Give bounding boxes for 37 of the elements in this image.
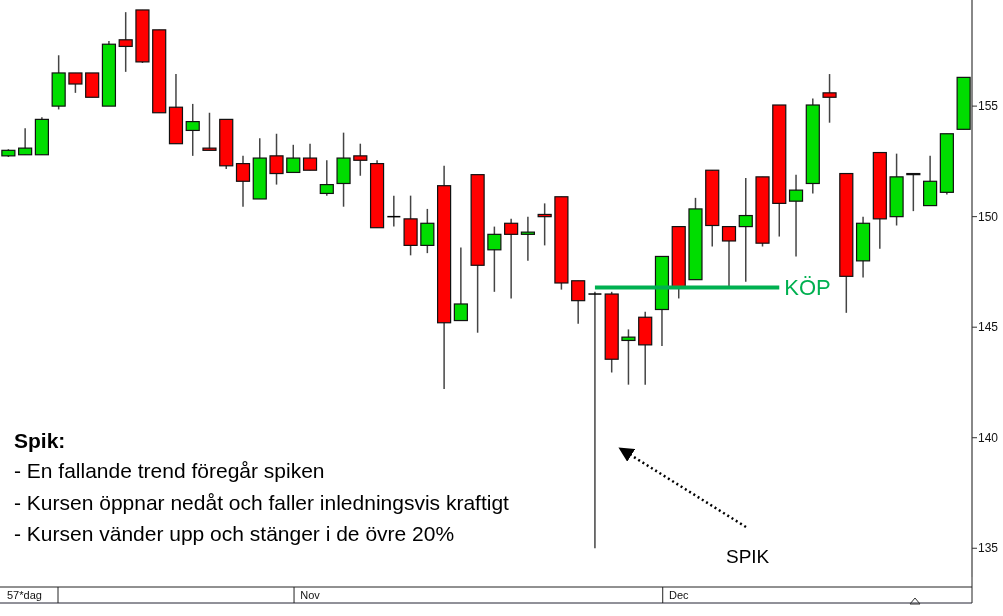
y-tick-label: 145 bbox=[978, 320, 999, 335]
candlestick bbox=[487, 225, 502, 293]
candlestick bbox=[504, 218, 519, 300]
candlestick bbox=[118, 11, 133, 73]
annotation: - En fallande trend föregår spiken bbox=[14, 459, 325, 482]
annotation: - Kursen öppnar nedåt och faller inledningsvis kraftigt bbox=[14, 490, 510, 514]
candlestick bbox=[738, 177, 753, 283]
candlestick bbox=[18, 127, 33, 156]
candlestick bbox=[269, 133, 284, 186]
y-tick-label: 150 bbox=[978, 209, 999, 224]
annotation: Spik: bbox=[14, 429, 66, 452]
candlestick bbox=[822, 73, 837, 124]
series-label: KÖP bbox=[784, 275, 831, 301]
candlestick bbox=[420, 208, 435, 254]
y-tick-label: 140 bbox=[978, 430, 999, 445]
candlestick bbox=[202, 112, 217, 152]
annotation: SPIK bbox=[726, 546, 770, 567]
candlestick bbox=[587, 291, 603, 550]
candlestick bbox=[68, 72, 83, 94]
candlestick bbox=[353, 142, 368, 177]
y-tick-label: 155 bbox=[978, 99, 999, 114]
candlestick bbox=[906, 172, 921, 212]
x-tick-label: Nov bbox=[300, 589, 321, 601]
candlestick bbox=[520, 215, 535, 262]
candlestick bbox=[788, 173, 804, 258]
x-tick-label: Dec bbox=[668, 589, 689, 601]
candlestick bbox=[286, 144, 301, 174]
text: 57*dag bbox=[7, 589, 42, 601]
candlestick bbox=[571, 280, 586, 325]
candlestick bbox=[302, 142, 318, 171]
candlestick bbox=[235, 155, 251, 208]
candlestick bbox=[453, 246, 468, 322]
y-tick-label: 135 bbox=[978, 541, 999, 556]
candlestick bbox=[621, 328, 636, 386]
candlestick bbox=[319, 159, 334, 197]
candlestick bbox=[185, 103, 200, 157]
annotation: - Kursen vänder upp och stänger i de övre 20% bbox=[14, 522, 455, 545]
